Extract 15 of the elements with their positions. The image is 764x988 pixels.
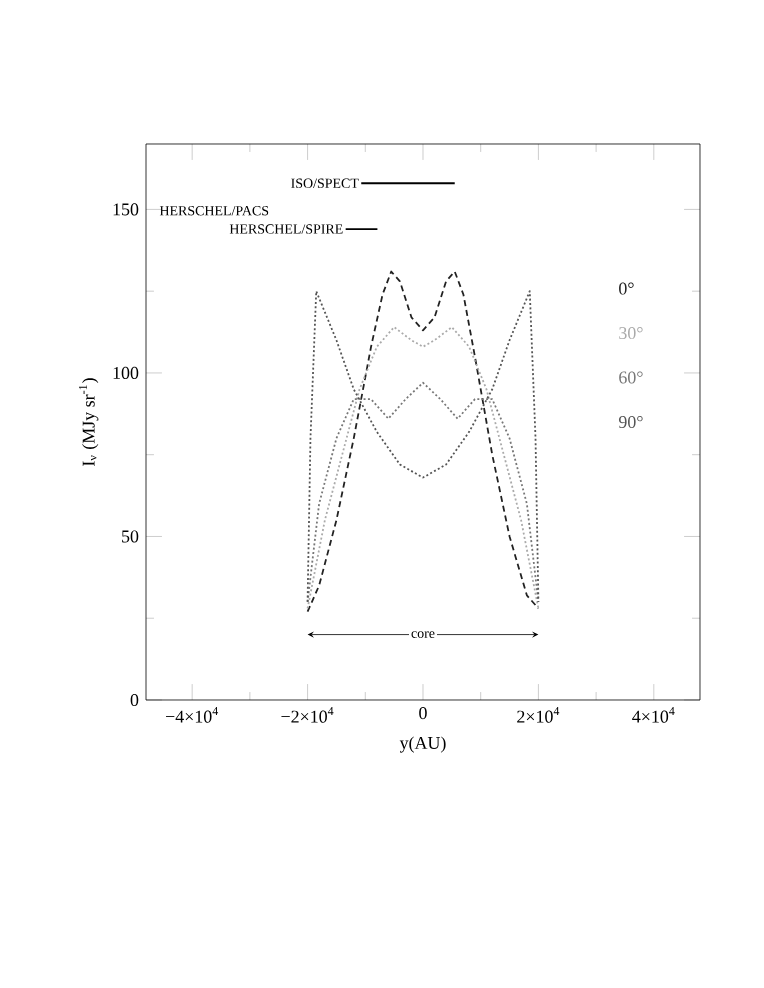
legend-label: 60° (619, 371, 643, 384)
x-tick-label: 2×10$^{4}$ (517, 707, 560, 723)
x-tick-label: −4×10$^{4}$ (166, 707, 219, 723)
x-tick-label: 4×10$^{4}$ (632, 707, 675, 723)
text: 0° (619, 282, 634, 295)
y-tick-label: 0 (130, 693, 139, 707)
y-tick-label: 150 (113, 203, 139, 216)
y-axis-title: I$_{ν}$ (MJy sr$^{-1}$) (78, 378, 99, 466)
x-tick-label: 0 (419, 707, 427, 720)
text: 30° (619, 326, 643, 340)
x-axis-title: y(AU) (399, 736, 446, 753)
y-tick-label: 50 (122, 530, 139, 543)
x-tick-label: −2×10$^{4}$ (281, 707, 334, 723)
text: 90° (618, 415, 643, 429)
y-tick-label: 100 (113, 366, 139, 379)
